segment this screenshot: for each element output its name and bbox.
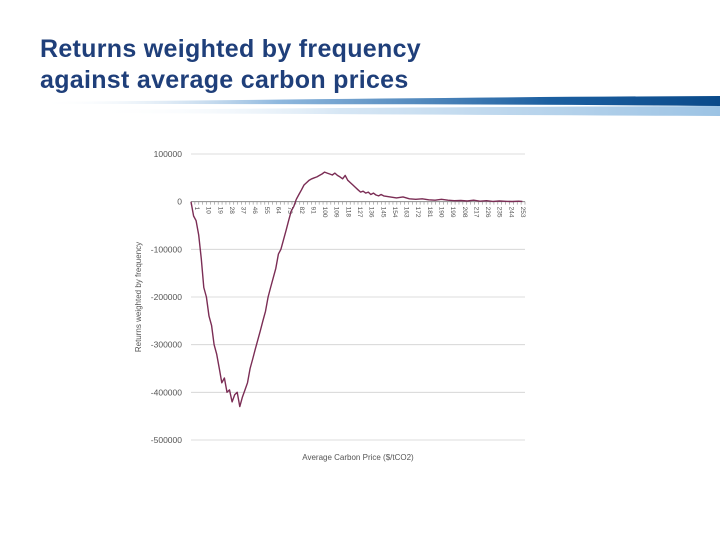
x-axis-ticks: 1 10 19 28 37 46 55 64 73 82 91 100 109 118 127 136 145 1…: [190, 201, 526, 218]
x-tick-label: 10: [205, 207, 212, 215]
x-tick-label: 145: [379, 207, 386, 218]
swoosh-dark-band: [40, 96, 720, 106]
x-tick-label: 244: [507, 207, 514, 218]
chart-gridlines: [191, 153, 525, 441]
x-tick-label: 136: [368, 207, 375, 218]
y-tick-label: 100000: [154, 149, 183, 159]
slide-title: Returns weighted by frequency against av…: [40, 34, 560, 96]
y-tick-label: -100000: [151, 244, 182, 254]
y-tick-label: -300000: [151, 340, 182, 350]
x-tick-label: 235: [496, 207, 503, 218]
x-tick-label: 109: [333, 207, 340, 218]
x-tick-label: 64: [275, 207, 282, 215]
y-tick-label: 0: [177, 197, 182, 207]
x-tick-label: 37: [240, 207, 247, 215]
chart-series: [190, 171, 523, 408]
x-tick-label: 73: [286, 207, 293, 215]
swoosh-light-band: [90, 106, 720, 116]
x-tick-label: 181: [426, 207, 433, 218]
x-tick-label: 118: [344, 207, 351, 218]
x-tick-label: 253: [519, 207, 526, 218]
x-tick-label: 226: [484, 207, 491, 218]
x-tick-label: 163: [403, 207, 410, 218]
x-tick-label: 82: [298, 207, 305, 215]
x-tick-label: 154: [391, 207, 398, 218]
x-tick-label: 208: [461, 207, 468, 218]
x-tick-label: 55: [263, 207, 270, 215]
x-tick-label: 190: [438, 207, 445, 218]
x-axis-title: Average Carbon Price ($/tCO2): [302, 453, 414, 462]
x-tick-label: 100: [321, 207, 328, 218]
x-tick-label: 28: [228, 207, 235, 215]
x-tick-label: 1: [193, 207, 200, 211]
y-tick-label: -500000: [151, 435, 182, 445]
slide-title-line1: Returns weighted by frequency: [40, 35, 421, 63]
y-tick-label: -400000: [151, 387, 182, 397]
y-tick-label: -200000: [151, 292, 182, 302]
series-line-returns: [190, 171, 523, 408]
x-tick-label: 127: [356, 207, 363, 218]
slide-title-line2: against average carbon prices: [40, 66, 409, 94]
x-tick-label: 19: [216, 207, 223, 215]
x-tick-label: 199: [449, 207, 456, 218]
y-axis-title: Returns weighted by frequency: [134, 242, 143, 352]
x-tick-label: 91: [309, 207, 316, 215]
y-axis-ticks: 100000 0 -100000 -200000 -300000 -400000 -5000…: [151, 149, 182, 445]
x-tick-label: 172: [414, 207, 421, 218]
title-swoosh-decoration: [40, 96, 720, 116]
x-tick-label: 46: [251, 207, 258, 215]
x-tick-label: 217: [472, 207, 479, 218]
